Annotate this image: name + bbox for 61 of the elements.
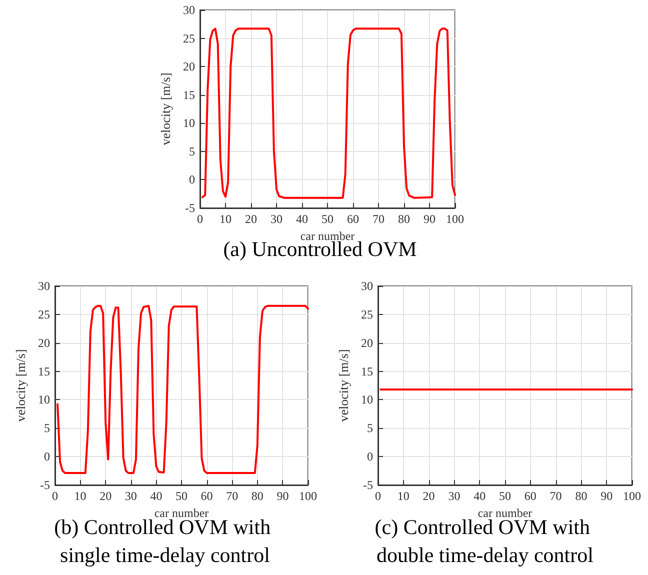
x-tick-label: 40 [296,212,308,226]
y-tick-label: 10 [38,392,50,407]
x-tick-label: 90 [424,212,436,226]
y-tick-label: 25 [183,31,195,46]
x-tick-label: 60 [524,489,536,503]
y-axis-title: velocity [m/s] [158,72,174,146]
x-tick-label: 30 [124,489,137,503]
x-tick-label: 100 [299,489,317,503]
y-tick-label: 10 [361,392,373,407]
y-tick-label: 5 [44,421,50,436]
x-tick-label: 40 [474,489,486,503]
x-tick-label: 50 [322,212,334,226]
line-series [202,28,456,199]
y-tick-label: 20 [361,336,373,350]
x-tick-label: 80 [575,489,588,503]
y-tick-label: 15 [361,364,373,378]
x-tick-label: 80 [398,212,410,226]
x-tick-label: 10 [74,489,86,503]
y-tick-label: 15 [38,364,50,378]
y-tick-label: 25 [361,307,373,322]
x-tick-label: 40 [150,489,162,503]
y-tick-label: 0 [44,450,50,464]
x-tick-label: 60 [200,489,213,503]
y-tick-label: 5 [367,421,373,436]
x-tick-label: 50 [176,489,188,503]
y-tick-label: 15 [183,88,195,102]
y-tick-label: -5 [40,478,50,492]
x-tick-label: 20 [100,489,112,503]
y-axis-title: velocity [m/s] [13,349,28,422]
x-tick-label: 70 [550,489,562,503]
y-tick-label: 30 [183,3,195,17]
x-tick-label: 90 [600,489,613,503]
y-tick-label: 30 [361,279,373,293]
x-tick-label: 30 [270,212,282,226]
x-tick-label: 100 [623,489,641,503]
y-tick-label: 5 [189,144,195,158]
x-axis-title: car number [478,506,532,520]
y-tick-label: 0 [189,172,195,187]
x-tick-label: 90 [276,489,289,503]
y-tick-label: 0 [367,450,373,464]
y-tick-label: -5 [185,201,195,215]
y-tick-label: 20 [183,60,195,74]
x-tick-label: 10 [220,212,232,226]
y-tick-label: 30 [38,279,50,293]
y-tick-label: -5 [363,478,373,492]
x-tick-label: 80 [251,489,264,503]
line-series [56,304,309,474]
x-tick-label: 60 [347,212,359,226]
x-tick-label: 20 [422,489,435,503]
x-tick-label: 30 [448,489,460,503]
x-tick-label: 10 [397,489,410,503]
y-tick-label: 20 [38,336,50,350]
y-axis-title: velocity [m/s] [336,349,352,422]
x-axis-title: car number [154,506,209,520]
x-tick-label: 100 [446,212,464,226]
y-tick-label: 25 [38,307,50,322]
x-tick-label: 20 [245,212,257,226]
x-tick-label: 70 [226,489,238,503]
x-tick-label: 70 [372,212,384,226]
x-tick-label: 50 [499,489,511,503]
y-tick-label: 10 [183,116,195,130]
